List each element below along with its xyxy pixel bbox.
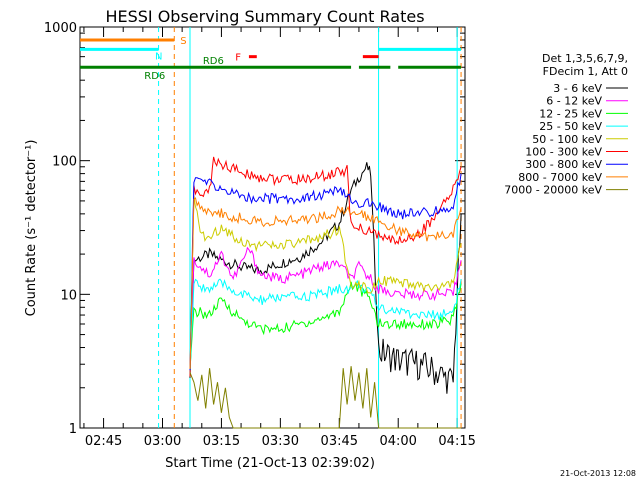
series-line <box>189 162 462 394</box>
x-tick-label: 03:15 <box>203 434 240 449</box>
y-tick-label: 10 <box>60 288 77 303</box>
x-axis-label: Start Time (21-Oct-13 02:39:02) <box>165 456 375 471</box>
series-line <box>189 278 462 376</box>
y-tick-label: 1000 <box>44 21 77 36</box>
legend-entry-label: 7000 - 20000 keV <box>504 184 602 197</box>
x-tick-label: 02:45 <box>85 434 122 449</box>
series-line <box>189 197 462 369</box>
series-line <box>189 173 462 371</box>
y-tick-label: 1 <box>69 422 77 437</box>
legend-entry-label: 6 - 12 keV <box>546 95 602 108</box>
x-tick-label: 03:30 <box>262 434 299 449</box>
legend-entry-label: 800 - 7000 keV <box>518 171 602 184</box>
series-line <box>189 366 462 429</box>
flag-label-n: N <box>155 51 162 62</box>
y-tick-label: 100 <box>52 155 77 170</box>
series-line <box>189 281 462 370</box>
footer-timestamp: 21-Oct-2013 12:08 <box>560 469 636 478</box>
legend-entry-label: 12 - 25 keV <box>539 107 602 120</box>
y-axis-label: Count Rate (s⁻¹ detector⁻¹) <box>24 140 39 317</box>
legend-header: FDecim 1, Att 0 <box>543 65 628 78</box>
legend-entry-label: 3 - 6 keV <box>553 82 602 95</box>
x-tick-label: 04:15 <box>438 434 475 449</box>
flag-label-f: F <box>235 53 241 64</box>
flag-label-rd6: RD6 <box>144 71 165 82</box>
flag-label-s: S <box>180 36 186 47</box>
legend-header: Det 1,3,5,6,7,9, <box>542 52 628 65</box>
series-line <box>189 246 462 368</box>
legend-entry-label: 50 - 100 keV <box>532 133 602 146</box>
legend-entry-label: 25 - 50 keV <box>539 120 602 133</box>
x-tick-label: 03:00 <box>144 434 181 449</box>
legend-entry-label: 300 - 800 keV <box>525 158 602 171</box>
flag-label-rd6: RD6 <box>203 56 224 67</box>
chart-title: HESSI Observing Summary Count Rates <box>105 7 424 26</box>
x-tick-label: 04:00 <box>379 434 416 449</box>
x-tick-label: 03:45 <box>321 434 358 449</box>
series-line <box>189 195 462 370</box>
legend-entry-label: 100 - 300 keV <box>525 146 602 159</box>
